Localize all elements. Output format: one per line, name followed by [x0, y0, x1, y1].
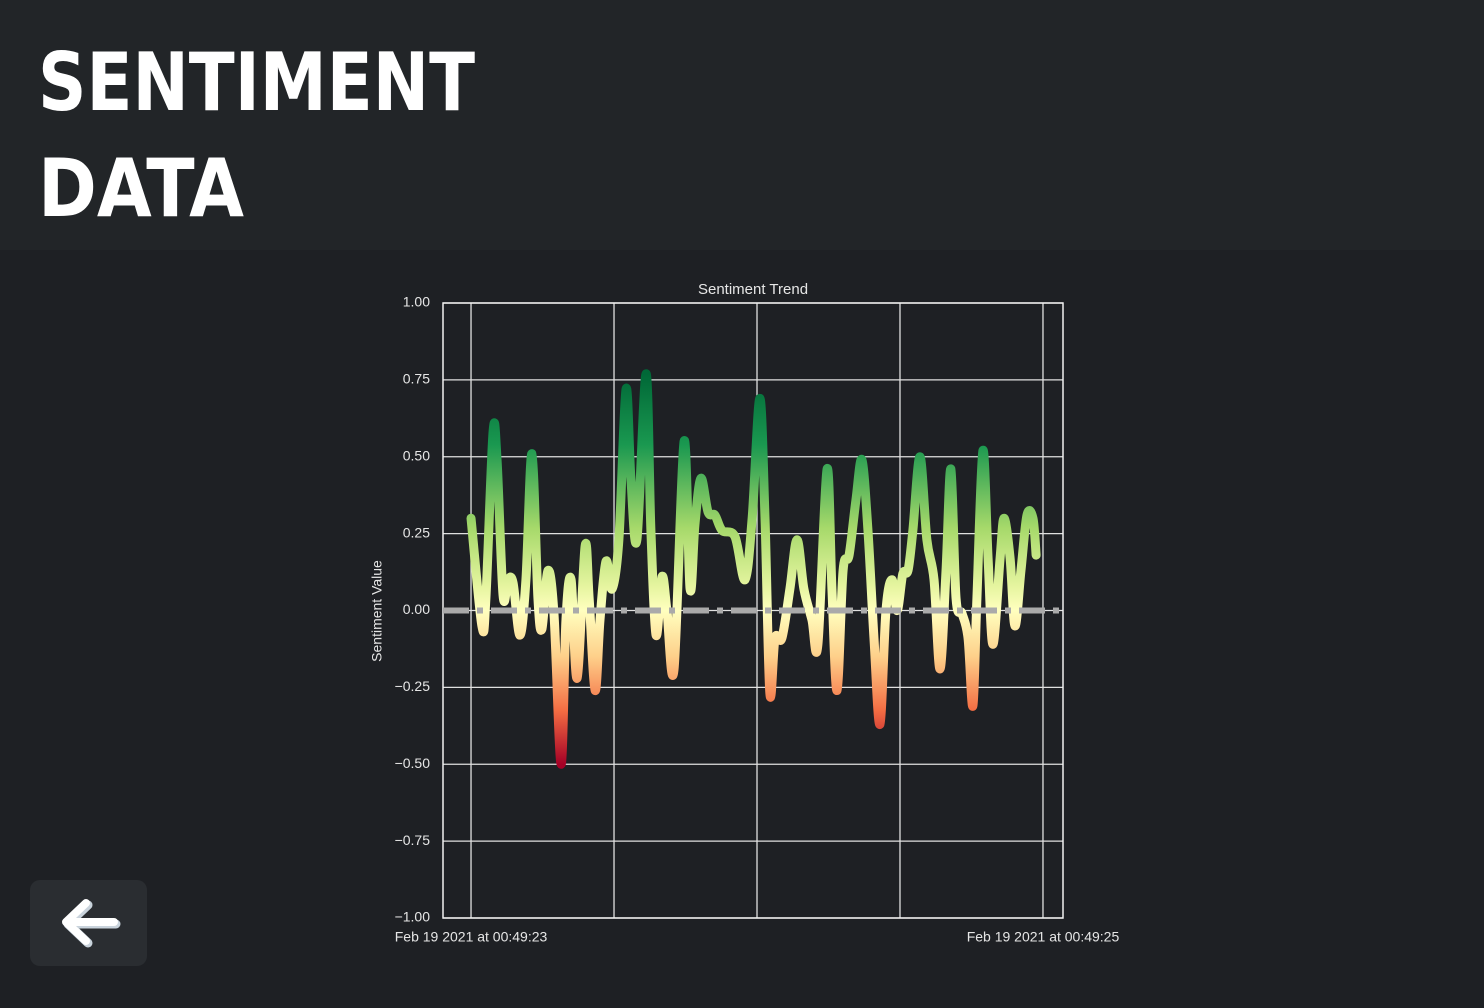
- sentiment-line: [466, 369, 1041, 769]
- y-tick-label: 0.75: [403, 371, 430, 387]
- y-tick-label: 1.00: [403, 294, 430, 310]
- y-tick-label: −0.25: [395, 678, 431, 694]
- back-arrow[interactable]: [62, 899, 118, 945]
- page-title: SENTIMENT: [38, 36, 475, 129]
- header-bar: [0, 0, 1484, 250]
- y-tick-label: −1.00: [395, 909, 431, 925]
- y-tick-label: −0.50: [395, 755, 431, 771]
- x-tick-label: Feb 19 2021 at 00:49:25: [967, 929, 1120, 945]
- y-tick-label: 0.25: [403, 524, 430, 540]
- y-tick-label: −0.75: [395, 832, 431, 848]
- chart-title: Sentiment Trend: [698, 281, 808, 298]
- x-tick-label: Feb 19 2021 at 00:49:23: [395, 929, 548, 945]
- y-tick-label: 0.00: [403, 601, 430, 617]
- y-tick-label: 0.50: [403, 447, 430, 463]
- y-axis-label: Sentiment Value: [369, 560, 385, 662]
- page-title: DATA: [38, 142, 244, 235]
- back-button[interactable]: [30, 880, 147, 966]
